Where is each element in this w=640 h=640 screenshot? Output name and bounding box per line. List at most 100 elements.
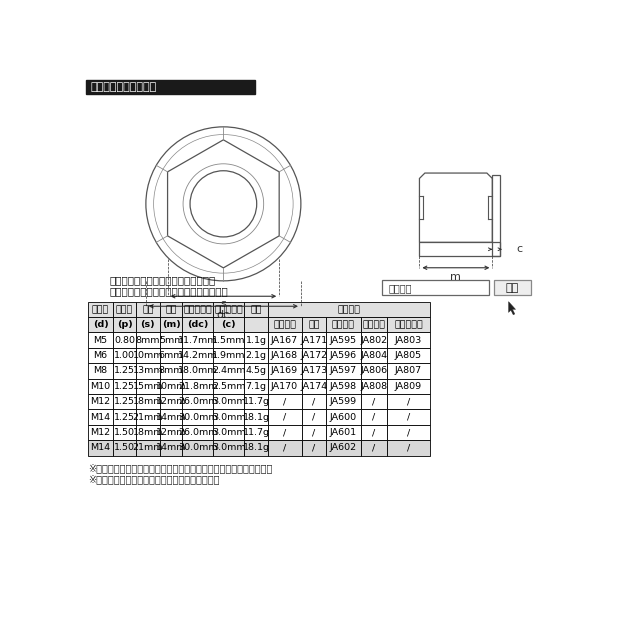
Text: 1.9mm: 1.9mm [212,351,246,360]
Text: 6mm: 6mm [159,351,183,360]
Text: M12: M12 [90,428,111,437]
Bar [160,425,182,440]
Bar [387,379,430,394]
Bar [268,379,301,394]
Text: JA170: JA170 [271,382,298,391]
Text: c: c [516,244,522,254]
Text: 10mm: 10mm [132,351,163,360]
Text: JA597: JA597 [330,367,357,376]
Text: 12mm: 12mm [156,397,186,406]
Text: ピッチ: ピッチ [116,305,133,314]
Text: M14: M14 [90,444,111,452]
Bar [182,379,213,394]
Bar [360,348,387,364]
Bar [360,394,387,410]
Text: JA168: JA168 [271,351,298,360]
Bar [113,348,136,364]
Text: 11.7g: 11.7g [243,397,269,406]
Bar [382,280,489,296]
Bar [494,280,531,296]
Text: dc: dc [217,310,230,320]
Bar [244,317,268,332]
Bar [86,80,255,93]
Text: ※記載のサイズ・重量は平均値です。個体により誤差がございます。: ※記載のサイズ・重量は平均値です。個体により誤差がございます。 [88,463,272,474]
Text: /: / [312,428,316,437]
Bar [301,379,326,394]
Bar [160,410,182,425]
Text: 18.1g: 18.1g [243,444,269,452]
Bar [244,348,268,364]
Bar [268,332,301,348]
Text: JA172: JA172 [301,351,328,360]
Bar [136,394,160,410]
Bar [326,394,360,410]
Bar [160,394,182,410]
Text: JA802: JA802 [360,335,387,344]
Text: ストア内検索に商品番号を入力すると: ストア内検索に商品番号を入力すると [109,275,216,285]
Text: 0.80: 0.80 [114,335,135,344]
Bar [160,440,182,456]
Bar [244,440,268,456]
Bar [360,379,387,394]
Bar [136,425,160,440]
Text: 1.1g: 1.1g [245,335,266,344]
Bar [268,317,301,332]
Text: お探しの商品に素早くアクセスできます。: お探しの商品に素早くアクセスできます。 [109,286,228,296]
Text: s: s [221,300,227,309]
Bar [113,379,136,394]
Text: 26.0mm: 26.0mm [178,397,218,406]
Text: 14mm: 14mm [156,413,186,422]
Bar [387,440,430,456]
Text: m: m [451,271,461,282]
Text: JA806: JA806 [360,367,387,376]
Bar [213,317,244,332]
Bar [182,425,213,440]
Bar [213,379,244,394]
Polygon shape [509,301,516,315]
Bar [136,301,160,317]
Text: 2.4mm: 2.4mm [212,367,246,376]
Text: (c): (c) [221,320,236,329]
Text: /: / [312,413,316,422]
Text: 商品番号: 商品番号 [388,283,412,292]
Text: 21mm: 21mm [132,444,163,452]
Text: 12mm: 12mm [156,428,186,437]
Bar [326,317,360,332]
Text: 18.1g: 18.1g [243,413,269,422]
Text: JA596: JA596 [330,351,357,360]
Bar [244,301,268,317]
Text: 平径: 平径 [142,305,154,314]
Bar [113,317,136,332]
Bar [268,394,301,410]
Text: /: / [372,413,375,422]
Text: (s): (s) [141,320,155,329]
Text: /: / [407,397,410,406]
Text: 15mm: 15mm [132,382,163,391]
Bar [136,317,160,332]
Text: /: / [283,397,286,406]
Text: 1.25: 1.25 [114,367,135,376]
Bar [136,364,160,379]
Bar [387,410,430,425]
Text: (m): (m) [162,320,180,329]
Text: ゴールド: ゴールド [362,320,385,329]
Text: (d): (d) [93,320,108,329]
Text: M14: M14 [90,413,111,422]
Bar [326,348,360,364]
Text: 1.25: 1.25 [114,382,135,391]
Bar [326,440,360,456]
Bar [387,394,430,410]
Text: M12: M12 [90,397,111,406]
Bar [136,440,160,456]
Text: 18mm: 18mm [132,397,163,406]
Text: 14.2mm: 14.2mm [178,351,218,360]
Bar [136,332,160,348]
Text: JA600: JA600 [330,413,357,422]
Text: /: / [312,397,316,406]
Text: JA803: JA803 [395,335,422,344]
Bar [88,364,113,379]
Text: 1.00: 1.00 [114,351,135,360]
Bar [182,394,213,410]
Text: JA174: JA174 [301,382,328,391]
Bar [360,410,387,425]
